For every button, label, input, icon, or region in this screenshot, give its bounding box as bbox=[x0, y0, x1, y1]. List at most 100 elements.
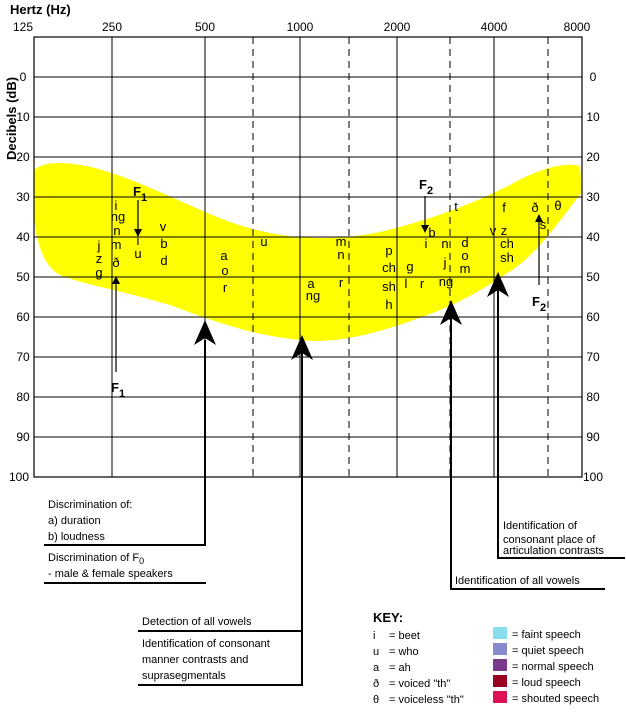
phoneme-label: o bbox=[461, 248, 468, 263]
db-label-80: 80 bbox=[16, 390, 30, 404]
db-label-70: 70 bbox=[586, 350, 600, 364]
manner-label-2: manner contrasts and bbox=[142, 654, 248, 666]
db-label-60: 60 bbox=[586, 310, 600, 324]
phoneme-label: b bbox=[428, 225, 435, 240]
phoneme-label: l bbox=[405, 276, 408, 291]
phoneme-label: a bbox=[307, 276, 315, 291]
db-labels-right: 0 10 20 30 40 50 60 70 80 90 100 bbox=[583, 70, 603, 484]
phoneme-label: m bbox=[336, 234, 347, 249]
phoneme-label: m bbox=[460, 261, 471, 276]
formant-subscript: 2 bbox=[427, 185, 433, 197]
phoneme-label: u bbox=[134, 246, 141, 261]
phoneme-label: d bbox=[160, 253, 167, 268]
db-label-10: 10 bbox=[16, 110, 30, 124]
faint-label: = faint speech bbox=[512, 629, 581, 641]
phoneme-label: ng bbox=[306, 288, 320, 303]
speech-banana bbox=[34, 163, 582, 341]
f0-speakers-label: - male & female speakers bbox=[48, 568, 173, 580]
loud-swatch bbox=[493, 675, 507, 687]
freq-label-500: 500 bbox=[195, 20, 215, 34]
quiet-swatch bbox=[493, 643, 507, 655]
place-label-2: consonant place of bbox=[503, 534, 596, 546]
place-label-1: Identification of bbox=[503, 520, 578, 532]
db-label-10: 10 bbox=[586, 110, 600, 124]
db-gridlines bbox=[34, 76, 582, 438]
key-title: KEY: bbox=[373, 610, 403, 625]
phoneme-label: n bbox=[337, 247, 344, 262]
freq-label-1000: 1000 bbox=[287, 20, 314, 34]
db-label-90: 90 bbox=[16, 430, 30, 444]
y-axis-title: Decibels (dB) bbox=[4, 77, 19, 160]
phoneme-label: b bbox=[160, 236, 167, 251]
all-vowels-label: Identification of all vowels bbox=[455, 575, 580, 587]
arrowhead bbox=[421, 225, 429, 233]
phoneme-label: θ bbox=[554, 198, 561, 213]
db-label-30: 30 bbox=[586, 190, 600, 204]
phoneme-label: p bbox=[385, 243, 392, 258]
phoneme-label: ch bbox=[500, 236, 514, 251]
duration-label: a) duration bbox=[48, 515, 101, 527]
formant-label: F bbox=[532, 294, 540, 309]
formant-label: F bbox=[133, 184, 141, 199]
key-symbol-desc: = voiced "th" bbox=[389, 678, 450, 690]
formant-subscript: 2 bbox=[540, 302, 546, 314]
phoneme-label: sh bbox=[500, 250, 514, 265]
db-label-90: 90 bbox=[586, 430, 600, 444]
db-label-30: 30 bbox=[16, 190, 30, 204]
f0-subscript: 0 bbox=[139, 556, 144, 566]
phoneme-label: o bbox=[221, 263, 228, 278]
discrimination-title: Discrimination of: bbox=[48, 499, 132, 511]
freq-label-4000: 4000 bbox=[481, 20, 508, 34]
phoneme-label: v bbox=[160, 219, 167, 234]
db-label-40: 40 bbox=[586, 230, 600, 244]
db-label-70: 70 bbox=[16, 350, 30, 364]
phoneme-label: a bbox=[220, 248, 228, 263]
key-symbol-desc: = ah bbox=[389, 662, 411, 674]
phoneme-label: z bbox=[96, 251, 103, 266]
key-legend: KEY: i = beet u = who a = ah ð = voiced … bbox=[373, 610, 599, 706]
freq-label-8000: 8000 bbox=[564, 20, 591, 34]
key-symbol-desc: = voiceless "th" bbox=[389, 694, 464, 706]
interoctave-gridlines bbox=[252, 37, 549, 477]
key-symbol-desc: = beet bbox=[389, 630, 420, 642]
place-contrast-note: Identification of consonant place of art… bbox=[497, 520, 625, 559]
consonant-place-arrow bbox=[487, 272, 509, 558]
db-label-50: 50 bbox=[16, 270, 30, 284]
db-label-40: 40 bbox=[16, 230, 30, 244]
phoneme-label: n bbox=[113, 223, 120, 238]
shouted-label: = shouted speech bbox=[512, 693, 599, 705]
chart-frame bbox=[33, 36, 583, 478]
phoneme-label: n bbox=[441, 236, 448, 251]
discrimination-note: Discrimination of: a) duration b) loudne… bbox=[44, 499, 206, 584]
db-label-50: 50 bbox=[586, 270, 600, 284]
consonant-manner-arrow bbox=[291, 335, 313, 685]
formant-subscript: 1 bbox=[119, 388, 125, 400]
phoneme-label: s bbox=[540, 217, 547, 232]
shouted-swatch bbox=[493, 691, 507, 703]
phoneme-label: r bbox=[420, 276, 425, 291]
detection-vowels-label: Detection of all vowels bbox=[142, 616, 252, 628]
arrowhead bbox=[134, 229, 142, 237]
key-symbol: a bbox=[373, 662, 380, 674]
phoneme-label: v bbox=[490, 223, 497, 238]
place-label-3: articulation contrasts bbox=[503, 545, 604, 557]
loud-label: = loud speech bbox=[512, 677, 581, 689]
x-axis-title: Hertz (Hz) bbox=[10, 2, 71, 17]
phoneme-label: z bbox=[501, 223, 508, 238]
phoneme-label: t bbox=[454, 199, 458, 214]
phoneme-label: d bbox=[461, 235, 468, 250]
db-label-100: 100 bbox=[9, 470, 29, 484]
arrowhead bbox=[112, 276, 120, 284]
phoneme-label: f bbox=[502, 200, 506, 215]
key-symbol: ð bbox=[373, 678, 379, 690]
manner-label-1: Identification of consonant bbox=[142, 638, 270, 650]
phoneme-label: ð bbox=[112, 255, 119, 270]
phoneme-label: g bbox=[406, 259, 413, 274]
freq-label-125: 125 bbox=[13, 20, 33, 34]
phoneme-labels: i ng n m j z g ð i u v b d a o r u a ng … bbox=[95, 198, 561, 312]
freq-label-250: 250 bbox=[102, 20, 122, 34]
key-symbol: u bbox=[373, 646, 379, 658]
formant-f1-bottom: F 1 bbox=[111, 276, 125, 400]
formant-f2-bottom: F 2 bbox=[532, 214, 546, 314]
